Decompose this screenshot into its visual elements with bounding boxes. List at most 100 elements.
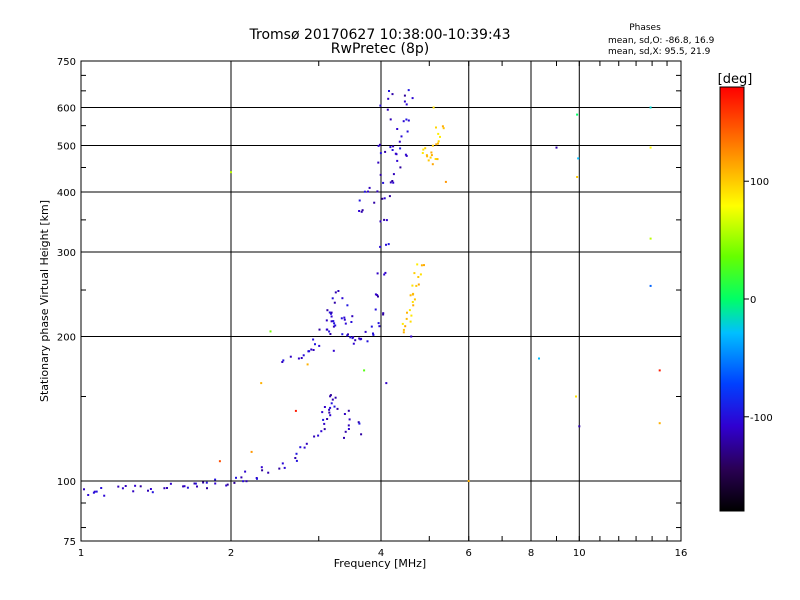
data-point bbox=[649, 284, 652, 287]
data-point bbox=[415, 284, 418, 287]
data-point bbox=[377, 161, 380, 164]
colorbar-tick-label: 0 bbox=[750, 295, 756, 306]
data-point bbox=[410, 335, 413, 338]
data-point bbox=[372, 333, 375, 336]
data-point bbox=[416, 263, 419, 266]
data-point bbox=[322, 418, 325, 421]
data-point bbox=[134, 484, 137, 487]
data-point bbox=[408, 309, 411, 312]
data-point bbox=[366, 340, 369, 343]
data-point bbox=[405, 118, 408, 121]
data-point bbox=[261, 469, 264, 472]
data-point bbox=[343, 413, 346, 415]
data-point bbox=[225, 484, 228, 487]
data-point bbox=[334, 291, 337, 294]
colorbar bbox=[719, 86, 745, 512]
data-point bbox=[364, 330, 367, 333]
data-point bbox=[323, 422, 326, 425]
data-point bbox=[396, 128, 399, 130]
data-point bbox=[399, 166, 402, 169]
data-point bbox=[103, 494, 106, 497]
y-tick-label: 300 bbox=[57, 248, 76, 259]
data-point bbox=[325, 328, 328, 331]
data-point bbox=[372, 332, 374, 335]
data-point bbox=[242, 480, 245, 483]
x-tick-label: 6 bbox=[466, 548, 472, 559]
data-point bbox=[297, 357, 300, 360]
data-point bbox=[411, 284, 414, 287]
data-point bbox=[404, 325, 407, 328]
data-point bbox=[214, 478, 217, 481]
data-point bbox=[434, 158, 437, 160]
data-point bbox=[312, 349, 315, 351]
data-point bbox=[417, 276, 420, 278]
data-point bbox=[387, 243, 390, 246]
data-point bbox=[379, 173, 382, 176]
data-point bbox=[169, 482, 172, 485]
data-point bbox=[323, 428, 326, 431]
data-point bbox=[347, 428, 350, 430]
data-point bbox=[435, 126, 437, 129]
data-point bbox=[399, 147, 402, 150]
data-point bbox=[409, 320, 412, 323]
data-point bbox=[379, 245, 382, 248]
data-point bbox=[467, 480, 470, 482]
data-point bbox=[384, 150, 387, 153]
data-point bbox=[320, 430, 323, 433]
data-point bbox=[331, 297, 334, 300]
data-point bbox=[370, 325, 373, 328]
y-tick-label: 400 bbox=[57, 188, 76, 199]
data-point bbox=[436, 158, 439, 161]
data-point bbox=[444, 180, 447, 183]
data-point bbox=[202, 481, 205, 484]
data-point bbox=[374, 308, 377, 311]
data-point bbox=[441, 125, 444, 128]
data-point bbox=[439, 135, 441, 138]
data-point bbox=[406, 311, 408, 314]
colorbar-tick-label: -100 bbox=[750, 413, 773, 424]
data-point bbox=[388, 90, 390, 92]
data-point bbox=[389, 181, 392, 184]
data-point bbox=[205, 481, 208, 484]
y-tick-label: 750 bbox=[57, 57, 76, 68]
data-point bbox=[323, 406, 326, 408]
data-point bbox=[417, 283, 420, 286]
data-point bbox=[186, 486, 189, 489]
x-tick-label: 2 bbox=[228, 548, 234, 559]
colorbar-ticks: 100 0 -100 bbox=[744, 177, 773, 424]
data-point bbox=[117, 485, 120, 488]
data-point bbox=[194, 482, 197, 485]
data-point bbox=[403, 94, 406, 97]
data-point bbox=[332, 349, 335, 352]
data-point bbox=[343, 318, 346, 321]
data-point bbox=[95, 490, 98, 493]
data-point bbox=[358, 422, 361, 425]
data-point bbox=[406, 130, 409, 133]
data-point bbox=[326, 418, 329, 420]
data-point bbox=[577, 157, 580, 160]
data-point bbox=[407, 119, 410, 122]
data-point bbox=[351, 337, 354, 340]
data-point bbox=[400, 135, 403, 138]
data-point bbox=[377, 144, 380, 147]
stats-heading: Phases bbox=[629, 23, 661, 33]
data-point bbox=[352, 342, 355, 345]
data-point bbox=[358, 210, 361, 212]
data-point bbox=[183, 485, 186, 488]
data-point bbox=[346, 334, 349, 337]
data-point bbox=[349, 336, 352, 339]
data-point bbox=[384, 271, 387, 274]
data-point bbox=[132, 490, 135, 493]
data-point bbox=[575, 395, 577, 398]
x-tick-label: 16 bbox=[675, 548, 688, 559]
data-point bbox=[383, 197, 386, 200]
data-point bbox=[328, 330, 331, 333]
grid bbox=[81, 61, 681, 541]
data-point bbox=[385, 243, 387, 246]
data-point bbox=[410, 314, 413, 317]
data-point bbox=[193, 482, 196, 485]
data-point bbox=[240, 476, 243, 479]
data-point bbox=[373, 201, 376, 204]
data-point bbox=[382, 313, 385, 316]
